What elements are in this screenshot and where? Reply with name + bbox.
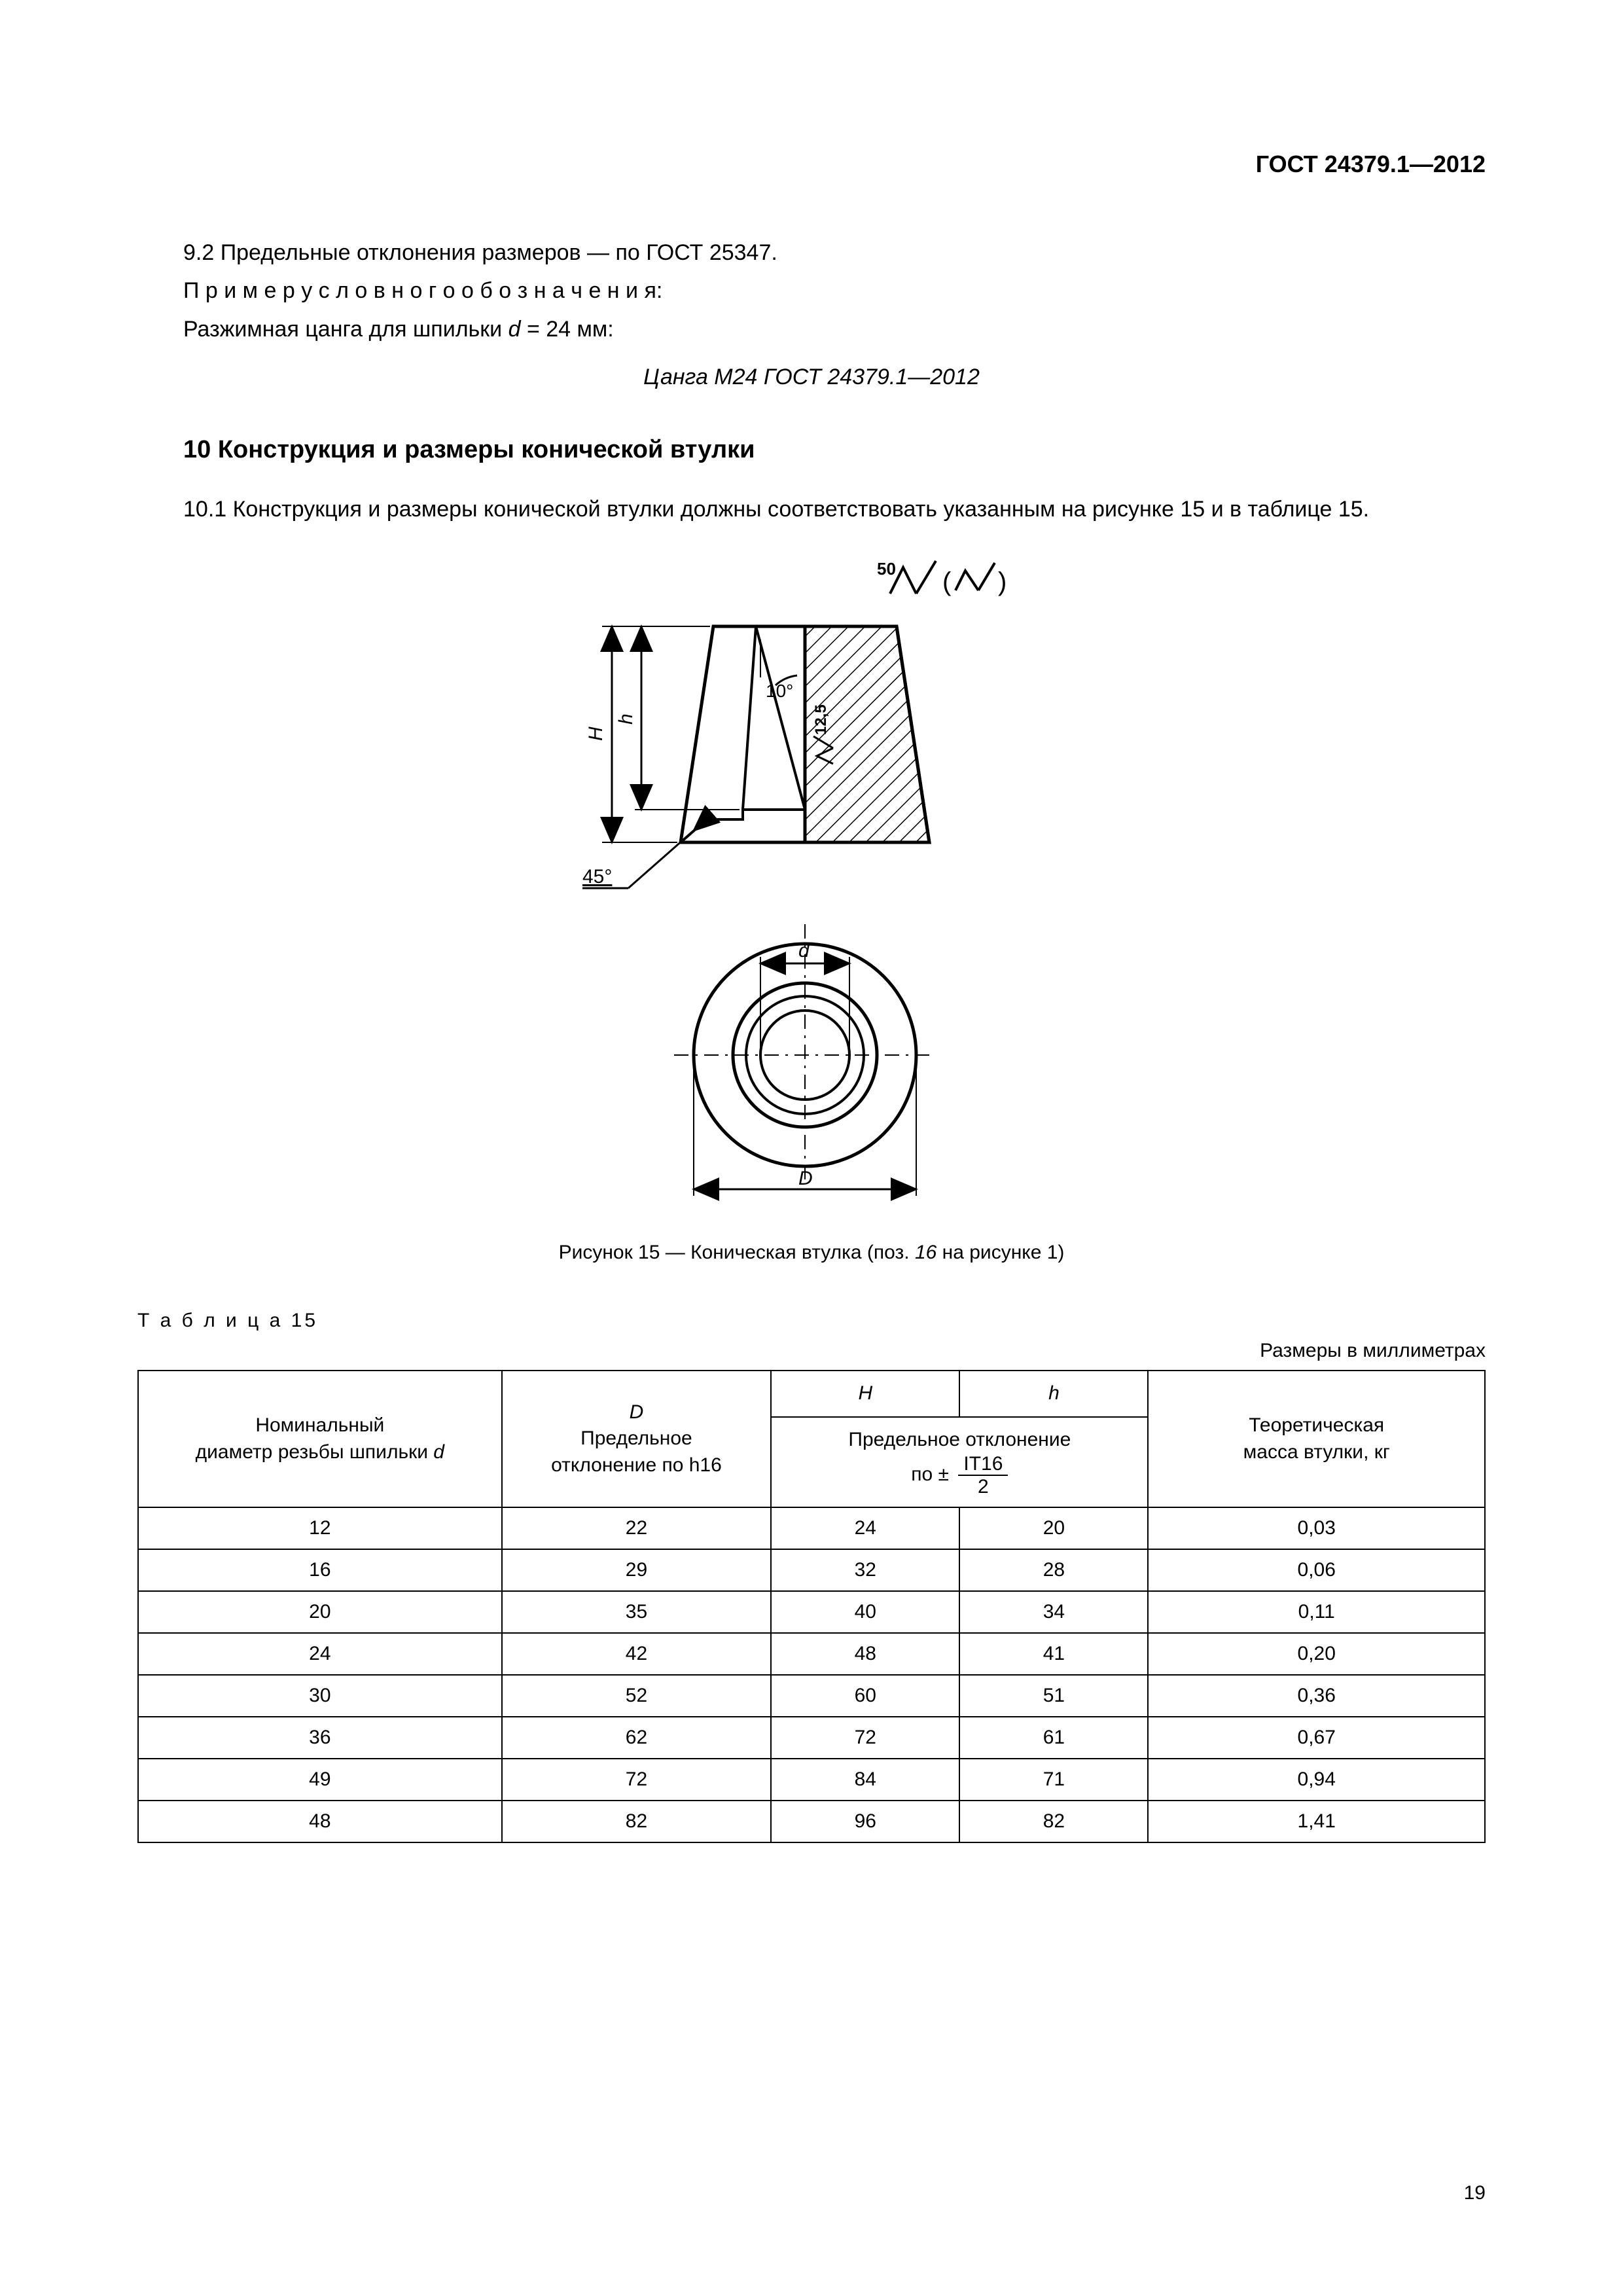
figure-15-drawing: 50 ( ) 10°	[137, 551, 1486, 1215]
table-row: 305260510,36	[138, 1675, 1485, 1717]
table-cell: 82	[959, 1801, 1148, 1842]
table-15: Номинальный диаметр резьбы шпильки d D П…	[137, 1370, 1486, 1843]
table-cell: 41	[959, 1633, 1148, 1675]
caption-post: на рисунке 1)	[936, 1242, 1064, 1263]
table-cell: 71	[959, 1759, 1148, 1801]
table-row: 244248410,20	[138, 1633, 1485, 1675]
table-cell: 96	[771, 1801, 959, 1842]
table-cell: 0,67	[1148, 1717, 1485, 1759]
table-cell: 51	[959, 1675, 1148, 1717]
table-cell: 20	[959, 1507, 1148, 1549]
table-15-units: Размеры в миллиметрах	[137, 1340, 1486, 1362]
col-header-mass: Теоретическая масса втулки, кг	[1148, 1371, 1485, 1507]
table-cell: 0,36	[1148, 1675, 1485, 1717]
text-fragment: Разжимная цанга для шпильки	[183, 317, 508, 342]
table-cell: 0,11	[1148, 1591, 1485, 1633]
table-row: 162932280,06	[138, 1549, 1485, 1591]
table-row: 122224200,03	[138, 1507, 1485, 1549]
col-header-tolerance: Предельное отклонение по ± IT162	[771, 1417, 1148, 1508]
table-cell: 0,03	[1148, 1507, 1485, 1549]
table-cell: 48	[138, 1801, 502, 1842]
table-cell: 24	[138, 1633, 502, 1675]
angle-10: 10°	[766, 681, 793, 701]
figure-15-caption: Рисунок 15 — Коническая втулка (поз. 16 …	[137, 1242, 1486, 1264]
designation-example-text: Разжимная цанга для шпильки d = 24 мм:	[137, 314, 1486, 345]
col-header-D: D Предельное отклонение по h16	[502, 1371, 772, 1507]
table-cell: 49	[138, 1759, 502, 1801]
svg-text:(: (	[942, 567, 952, 596]
surface-roughness-symbol: 50 ( )	[877, 559, 1007, 596]
table-cell: 29	[502, 1549, 772, 1591]
table-row: 497284710,94	[138, 1759, 1485, 1801]
table-cell: 42	[502, 1633, 772, 1675]
table-cell: 72	[771, 1717, 959, 1759]
table-cell: 52	[502, 1675, 772, 1717]
table-cell: 0,20	[1148, 1633, 1485, 1675]
table-row: 203540340,11	[138, 1591, 1485, 1633]
dim-H: H	[585, 726, 607, 741]
table-cell: 16	[138, 1549, 502, 1591]
table-cell: 22	[502, 1507, 772, 1549]
table-cell: 0,94	[1148, 1759, 1485, 1801]
table-cell: 72	[502, 1759, 772, 1801]
table-row: 366272610,67	[138, 1717, 1485, 1759]
section-10-heading: 10 Конструкция и размеры конической втул…	[183, 436, 1486, 464]
designation-example-label: П р и м е р у с л о в н о г о о б о з н …	[137, 275, 1486, 306]
table-cell: 24	[771, 1507, 959, 1549]
table-cell: 0,06	[1148, 1549, 1485, 1591]
col-header-H: H	[771, 1371, 959, 1417]
dim-d: d	[798, 940, 810, 961]
document-header: ГОСТ 24379.1—2012	[137, 151, 1486, 178]
roughness-12-5: 12,5	[812, 704, 830, 735]
table-cell: 36	[138, 1717, 502, 1759]
table-cell: 34	[959, 1591, 1148, 1633]
table-cell: 61	[959, 1717, 1148, 1759]
table-cell: 84	[771, 1759, 959, 1801]
table-cell: 28	[959, 1549, 1148, 1591]
col-header-d: Номинальный диаметр резьбы шпильки d	[138, 1371, 502, 1507]
section-9-2-line1: 9.2 Предельные отклонения размеров — по …	[137, 237, 1486, 268]
table-cell: 32	[771, 1549, 959, 1591]
table-cell: 60	[771, 1675, 959, 1717]
table-cell: 1,41	[1148, 1801, 1485, 1842]
dim-D: D	[798, 1168, 813, 1189]
text-fragment: = 24 мм:	[521, 317, 614, 342]
table-row: 488296821,41	[138, 1801, 1485, 1842]
table-cell: 48	[771, 1633, 959, 1675]
dim-h: h	[615, 713, 637, 725]
table-cell: 82	[502, 1801, 772, 1842]
table-cell: 62	[502, 1717, 772, 1759]
designation-string: Цанга М24 ГОСТ 24379.1—2012	[137, 365, 1486, 390]
roughness-value-50: 50	[877, 559, 896, 579]
caption-pre: Рисунок 15 — Коническая втулка (поз.	[559, 1242, 915, 1263]
table-cell: 20	[138, 1591, 502, 1633]
table-cell: 40	[771, 1591, 959, 1633]
table-cell: 12	[138, 1507, 502, 1549]
table-15-label: Т а б л и ц а 15	[137, 1310, 1486, 1332]
symbol-d: d	[508, 317, 521, 342]
caption-pos-number: 16	[915, 1242, 936, 1263]
svg-text:): )	[998, 567, 1007, 596]
angle-45: 45°	[582, 866, 612, 888]
table-cell: 35	[502, 1591, 772, 1633]
page-number: 19	[1464, 2182, 1486, 2204]
section-10-1-text: 10.1 Конструкция и размеры конической вт…	[137, 493, 1486, 525]
table-cell: 30	[138, 1675, 502, 1717]
col-header-h: h	[959, 1371, 1148, 1417]
